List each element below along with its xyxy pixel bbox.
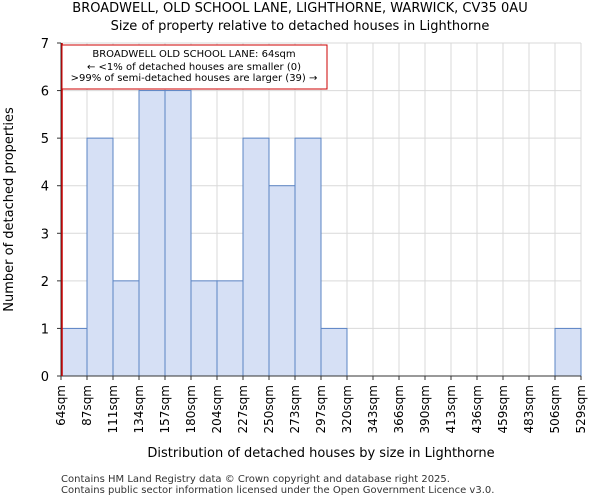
- y-tick-label: 7: [41, 37, 49, 52]
- bar: [190, 280, 218, 377]
- y-tick-labels: 0 1 2 3 4 5 6 7: [41, 37, 61, 385]
- x-tick-label: 483sqm: [522, 385, 536, 433]
- x-tick-label: 250sqm: [262, 385, 276, 433]
- annotation-line-1: BROADWELL OLD SCHOOL LANE: 64sqm: [92, 49, 295, 60]
- bar: [86, 137, 114, 377]
- x-tick-label: 320sqm: [340, 385, 354, 433]
- x-tick-label: 390sqm: [418, 385, 432, 433]
- x-tick-label: 529sqm: [574, 385, 588, 433]
- bar: [294, 137, 322, 377]
- annotation-frame: [61, 44, 328, 90]
- x-tick-label: 87sqm: [80, 385, 94, 426]
- chart-title: BROADWELL, OLD SCHOOL LANE, LIGHTHORNE, …: [72, 1, 528, 16]
- y-tick-label: 1: [41, 322, 49, 337]
- chart-subtitle: Size of property relative to detached ho…: [110, 19, 490, 34]
- x-tick-label: 413sqm: [444, 385, 458, 433]
- x-tick-label: 459sqm: [496, 385, 510, 433]
- bar: [164, 90, 192, 377]
- x-tick-label: 506sqm: [548, 385, 562, 433]
- bar: [216, 280, 244, 377]
- y-tick-label: 5: [41, 132, 49, 147]
- x-tick-label: 343sqm: [366, 385, 380, 433]
- x-tick-label: 436sqm: [470, 385, 484, 433]
- y-tick-label: 3: [41, 227, 49, 242]
- bar: [554, 327, 582, 377]
- bar: [112, 280, 140, 377]
- x-tick-label: 134sqm: [132, 385, 146, 433]
- bar: [60, 327, 88, 377]
- bar: [268, 185, 296, 377]
- y-axis-label: Number of detached properties: [2, 107, 17, 312]
- x-tick-label: 227sqm: [236, 385, 250, 433]
- y-tick-label: 6: [41, 85, 49, 100]
- x-tick-label: 180sqm: [184, 385, 198, 433]
- x-tick-labels: 64sqm 87sqm 111sqm 134sqm 157sqm 180sqm 204sqm…: [54, 376, 588, 433]
- x-tick-label: 111sqm: [106, 385, 120, 433]
- bar: [320, 327, 348, 377]
- x-tick-label: 297sqm: [314, 385, 328, 433]
- x-tick-label: 64sqm: [54, 385, 68, 426]
- annotation-line-3: >99% of semi-detached houses are larger …: [71, 73, 318, 84]
- x-tick-label: 273sqm: [288, 385, 302, 433]
- annotation-box: BROADWELL OLD SCHOOL LANE: 64sqm ← <1% o…: [61, 44, 328, 90]
- bar: [138, 90, 166, 377]
- footer-copyright: Contains HM Land Registry data © Crown c…: [61, 474, 450, 485]
- x-tick-label: 204sqm: [210, 385, 224, 433]
- footer-licence: Contains public sector information licen…: [61, 485, 495, 496]
- x-tick-label: 366sqm: [392, 385, 406, 433]
- bars: [60, 90, 582, 377]
- y-tick-label: 0: [41, 370, 49, 385]
- y-tick-label: 2: [41, 275, 49, 290]
- x-tick-label: 157sqm: [158, 385, 172, 433]
- annotation-line-2: ← <1% of detached houses are smaller (0): [87, 62, 301, 73]
- bar: [242, 137, 270, 377]
- x-axis-label: Distribution of detached houses by size …: [147, 446, 494, 461]
- y-tick-label: 4: [41, 180, 49, 195]
